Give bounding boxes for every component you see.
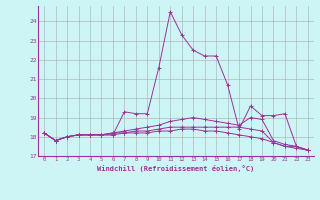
X-axis label: Windchill (Refroidissement éolien,°C): Windchill (Refroidissement éolien,°C) — [97, 165, 255, 172]
